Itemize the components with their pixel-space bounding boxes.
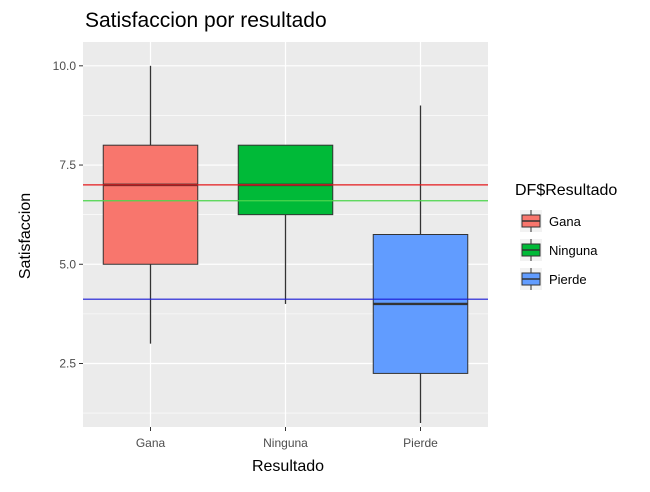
legend-label: Ninguna xyxy=(549,243,598,258)
y-tick-label: 7.5 xyxy=(59,158,76,172)
y-tick-label: 5.0 xyxy=(59,257,76,271)
box-pierde xyxy=(372,105,469,424)
box-body xyxy=(237,144,334,216)
x-tick-label: Ninguna xyxy=(263,436,308,450)
y-axis-title: Satisfaccion xyxy=(17,193,34,279)
legend-label: Gana xyxy=(549,214,582,229)
y-tick-label: 10.0 xyxy=(53,59,77,73)
box-gana xyxy=(102,65,199,344)
x-tick-label: Gana xyxy=(136,436,166,450)
legend-label: Pierde xyxy=(549,272,587,287)
x-tick-label: Pierde xyxy=(403,436,438,450)
y-tick-label: 2.5 xyxy=(59,356,76,370)
legend-item-pierde: Pierde xyxy=(520,268,587,290)
reference-lines xyxy=(83,184,488,300)
box-body xyxy=(102,144,199,265)
x-axis-ticks: Gana Ninguna Pierde xyxy=(136,427,438,450)
box-ninguna xyxy=(237,144,334,304)
boxes xyxy=(102,65,469,424)
legend: Gana Ninguna Pierde xyxy=(520,210,598,290)
legend-item-gana: Gana xyxy=(520,210,582,232)
chart-title: Satisfaccion por resultado xyxy=(85,9,327,32)
legend-title: DF$Resultado xyxy=(515,182,617,199)
x-axis-title: Resultado xyxy=(252,458,324,475)
legend-item-ninguna: Ninguna xyxy=(520,239,598,261)
y-axis-ticks: 2.5 5.0 7.5 10.0 xyxy=(53,59,83,370)
